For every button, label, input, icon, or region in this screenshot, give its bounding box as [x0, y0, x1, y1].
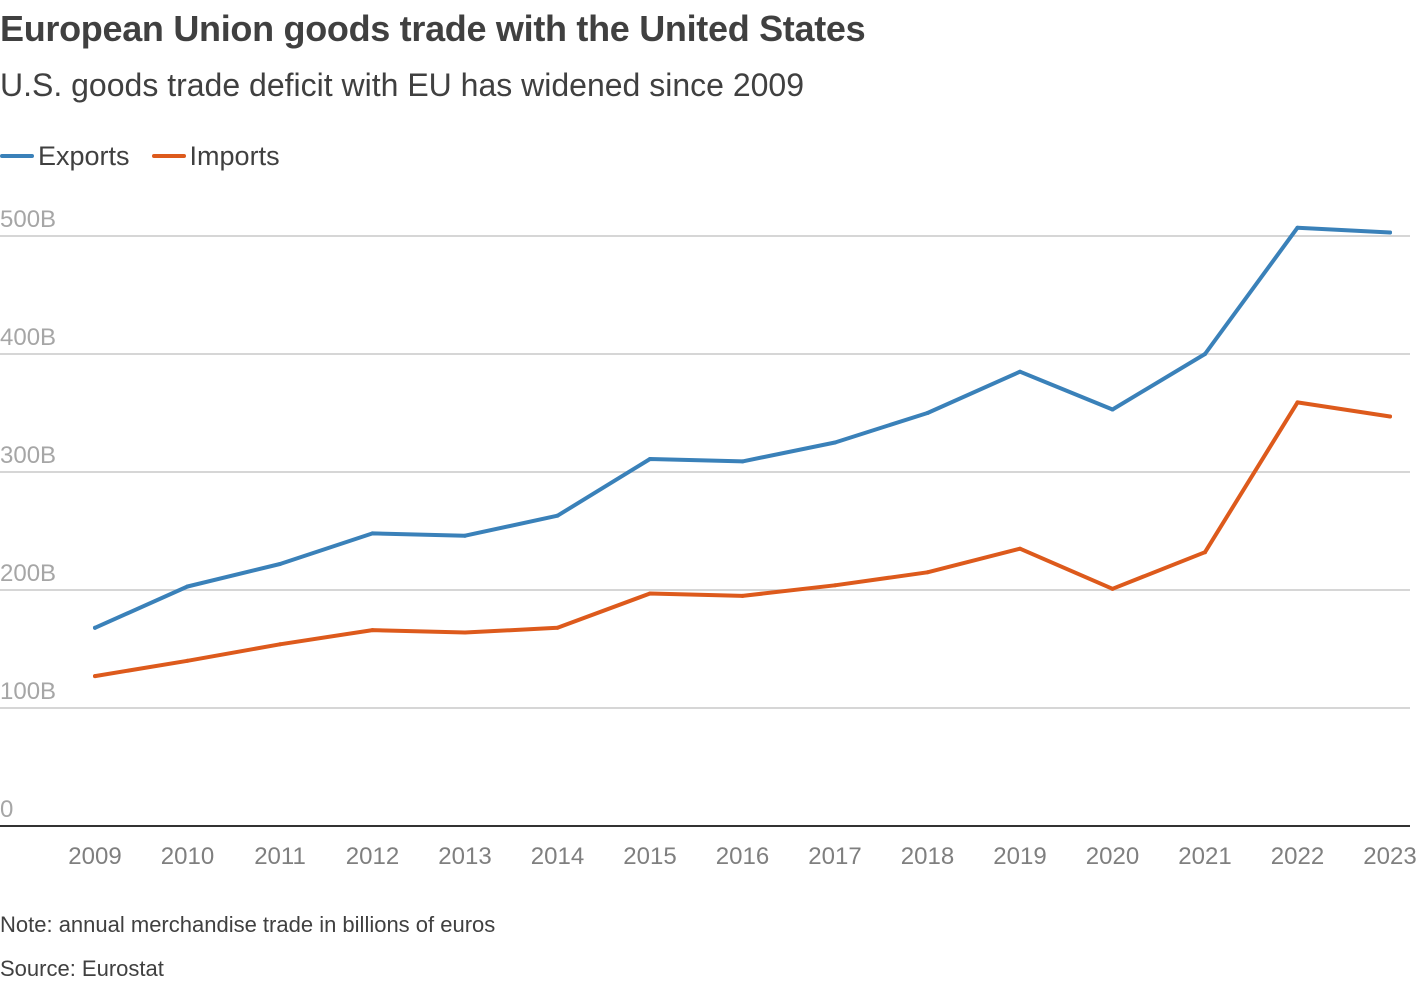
- x-tick-label: 2020: [1086, 843, 1139, 870]
- data-point-exports: [833, 440, 837, 445]
- chart-title: European Union goods trade with the Unit…: [0, 8, 866, 49]
- data-point-imports: [833, 583, 837, 588]
- data-point-exports: [740, 459, 745, 464]
- y-tick-label: 400B: [0, 324, 56, 351]
- x-tick-label: 2019: [993, 843, 1046, 870]
- x-tick-label: 2009: [68, 843, 121, 870]
- data-point-exports: [648, 457, 652, 462]
- x-tick-label: 2023: [1363, 843, 1416, 870]
- legend-label-imports: Imports: [189, 140, 280, 171]
- x-tick-label: 2016: [716, 843, 769, 870]
- data-point-imports: [740, 593, 745, 598]
- data-point-exports: [278, 562, 282, 567]
- series-imports: [93, 400, 1392, 679]
- data-point-imports: [648, 591, 652, 596]
- data-point-imports: [555, 625, 560, 630]
- legend-label-exports: Exports: [38, 140, 130, 171]
- data-point-exports: [925, 411, 930, 415]
- y-tick-label: 100B: [0, 678, 56, 705]
- y-axis-ticks: 0 100B 200B 300B 400B 500B: [0, 206, 56, 823]
- chart-source: Source: Eurostat: [0, 956, 164, 981]
- legend-swatch-exports: [0, 154, 34, 158]
- chart-note: Note: annual merchandise trade in billio…: [0, 912, 496, 937]
- x-tick-label: 2012: [346, 843, 399, 870]
- x-tick-label: 2014: [531, 843, 584, 870]
- data-point-exports: [1203, 352, 1207, 356]
- grid-layer: [0, 235, 1410, 827]
- data-point-imports: [370, 628, 375, 633]
- data-point-exports: [185, 584, 190, 589]
- legend: Exports Imports: [0, 138, 302, 174]
- x-tick-label: 2013: [438, 843, 491, 870]
- x-tick-label: 2010: [161, 843, 214, 870]
- data-point-imports: [1295, 400, 1300, 405]
- data-point-imports: [93, 674, 97, 679]
- y-tick-label: 0: [0, 796, 13, 823]
- legend-swatch-imports: [151, 154, 186, 158]
- legend-item-imports: Imports: [151, 140, 280, 172]
- data-point-exports: [1295, 225, 1300, 230]
- data-point-imports: [278, 642, 282, 647]
- y-tick-label: 500B: [0, 206, 56, 233]
- series-layer: [93, 225, 1392, 679]
- y-tick-label: 200B: [0, 560, 56, 587]
- data-point-exports: [370, 531, 375, 536]
- x-tick-label: 2011: [254, 843, 306, 870]
- x-tick-label: 2018: [901, 843, 954, 870]
- data-point-imports: [463, 630, 467, 635]
- data-point-exports: [1388, 230, 1392, 235]
- x-axis-ticks: 2009 2010 2011 2012 2013 2014 2015 2016 2017 2018…: [68, 843, 1416, 870]
- series-line-exports: [93, 225, 1392, 630]
- data-point-imports: [1018, 546, 1022, 551]
- x-tick-label: 2015: [623, 843, 676, 870]
- data-point-exports: [1018, 369, 1022, 374]
- data-point-imports: [1203, 550, 1207, 555]
- data-point-exports: [93, 625, 97, 630]
- data-point-exports: [1110, 407, 1115, 412]
- x-tick-label: 2022: [1271, 843, 1324, 870]
- x-tick-label: 2017: [808, 843, 861, 870]
- series-line-imports: [93, 400, 1392, 679]
- data-point-imports: [1388, 414, 1392, 419]
- series-exports: [93, 225, 1392, 630]
- legend-item-exports: Exports: [0, 141, 130, 172]
- data-point-imports: [185, 658, 190, 663]
- x-tick-label: 2021: [1178, 843, 1231, 870]
- data-point-exports: [555, 513, 560, 518]
- data-point-imports: [1110, 586, 1115, 591]
- chart-subtitle: U.S. goods trade deficit with EU has wid…: [0, 67, 805, 103]
- data-point-imports: [925, 570, 930, 575]
- data-point-exports: [463, 533, 467, 538]
- y-tick-label: 300B: [0, 442, 56, 469]
